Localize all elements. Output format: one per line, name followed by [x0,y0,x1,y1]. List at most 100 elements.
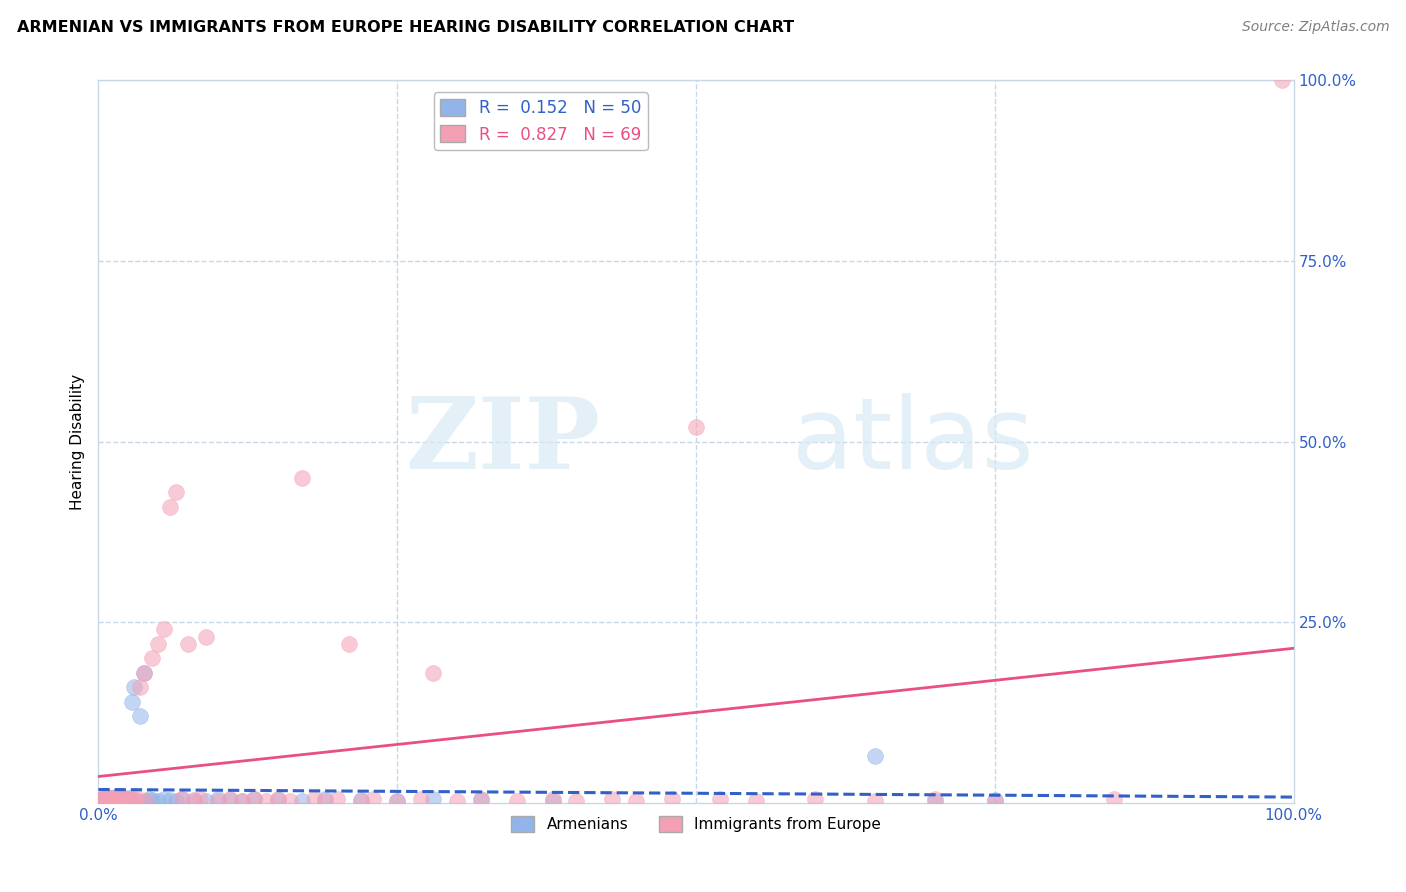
Point [91,792,114,806]
Point [172,792,194,806]
Point [118,791,141,805]
Point [291,470,314,484]
Point [153,623,176,637]
Point [98,794,122,808]
Point [96,792,118,806]
Point [865,748,887,763]
Point [93,791,115,805]
Point [470,792,492,806]
Text: Source: ZipAtlas.com: Source: ZipAtlas.com [1241,20,1389,34]
Point [101,791,124,805]
Point [315,792,337,806]
Point [108,793,131,807]
Point [111,792,134,806]
Point [153,792,176,806]
Point [661,792,683,806]
Point [110,791,132,805]
Point [159,793,181,807]
Point [984,793,1007,807]
Point [165,794,187,808]
Point [924,794,946,808]
Point [219,793,242,807]
Point [96,791,118,805]
Point [1271,73,1294,87]
Point [745,794,768,808]
Point [132,665,155,680]
Point [363,792,385,806]
Y-axis label: Hearing Disability: Hearing Disability [69,374,84,509]
Point [94,794,117,808]
Point [470,793,492,807]
Point [129,709,152,723]
Point [107,790,129,805]
Point [267,792,290,806]
Point [135,794,157,808]
Point [165,485,187,500]
Point [148,794,170,808]
Point [124,680,146,694]
Point [103,791,125,805]
Point [93,790,115,805]
Point [100,794,122,808]
Point [207,792,229,806]
Point [446,794,468,808]
Point [243,792,266,806]
Point [105,792,128,806]
Point [924,792,946,806]
Point [541,794,564,808]
Point [114,791,136,805]
Point [602,792,624,806]
Point [104,790,127,805]
Point [243,792,266,806]
Point [183,794,205,808]
Point [101,793,124,807]
Text: ARMENIAN VS IMMIGRANTS FROM EUROPE HEARING DISABILITY CORRELATION CHART: ARMENIAN VS IMMIGRANTS FROM EUROPE HEARI… [17,20,794,35]
Point [105,794,128,808]
Point [97,793,120,807]
Point [188,792,211,806]
Point [626,794,648,808]
Point [865,794,887,808]
Point [195,794,218,808]
Point [98,790,121,805]
Point [103,793,125,807]
Text: ZIP: ZIP [405,393,600,490]
Point [141,651,163,665]
Point [98,790,121,805]
Point [207,794,229,808]
Point [506,794,529,808]
Point [267,793,290,807]
Point [100,792,122,806]
Point [107,792,129,806]
Point [91,792,114,806]
Point [177,637,200,651]
Point [118,792,141,806]
Point [172,792,194,806]
Point [1104,792,1126,806]
Point [984,794,1007,808]
Point [132,665,155,680]
Legend: Armenians, Immigrants from Europe: Armenians, Immigrants from Europe [505,810,887,838]
Point [129,680,152,694]
Point [422,665,444,680]
Point [231,794,253,808]
Point [159,500,181,514]
Point [107,790,129,805]
Point [339,637,361,651]
Point [411,792,433,806]
Point [135,794,157,808]
Point [219,792,242,806]
Point [315,794,337,808]
Point [804,792,827,806]
Point [121,695,143,709]
Point [541,792,564,806]
Point [104,794,127,808]
Point [350,793,373,807]
Point [138,792,160,806]
Point [350,794,373,808]
Point [125,791,148,805]
Point [422,792,444,806]
Text: atlas: atlas [792,393,1033,490]
Point [108,793,131,807]
Point [98,792,122,806]
